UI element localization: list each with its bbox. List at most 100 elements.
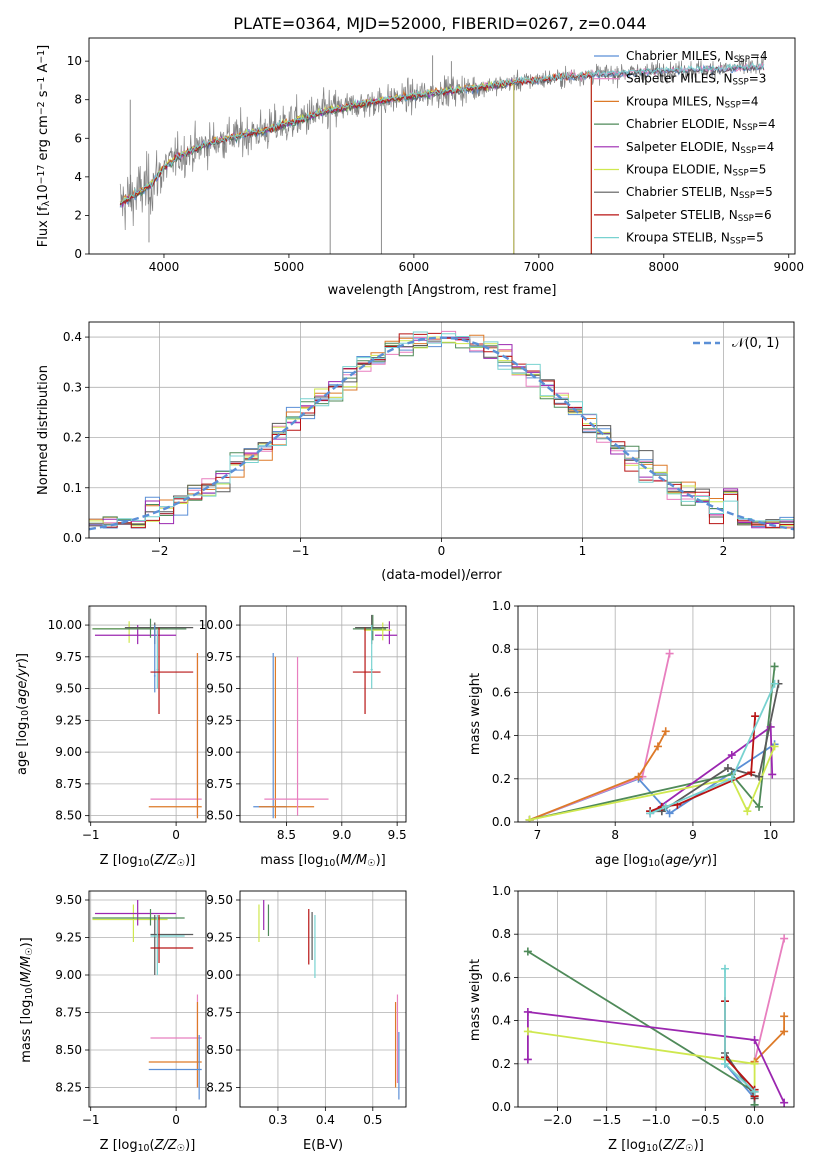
tick-label-x: 9.0 <box>332 828 351 842</box>
ticks: 8.5 9.0 9.5 8.50 8.75 9.00 9.25 9.50 9.75 10.00 <box>199 618 407 842</box>
tick-label-x: 7000 <box>524 260 555 274</box>
series-marker <box>755 802 764 811</box>
model-line-salpeter-stelib <box>119 72 592 254</box>
series-marker <box>523 1055 532 1064</box>
legend-entry: Chabrier STELIB, NSSP=5 <box>626 185 773 201</box>
series-marker <box>661 727 670 736</box>
tick-label-x: −2 <box>151 544 169 558</box>
series-marker <box>661 802 670 811</box>
series-marker <box>634 772 643 781</box>
ticks: 7 8 9 10 0.0 0.2 0.4 0.6 0.8 1.0 <box>492 599 778 842</box>
errorbar-point <box>150 627 194 714</box>
series-line-salpeter-miles <box>753 938 785 1062</box>
ticks: −2 −1 0 1 2 0.0 0.1 0.2 0.3 0.4 <box>63 330 727 558</box>
tick-label-x: −1 <box>82 828 100 842</box>
tick-label-x: 1 <box>579 544 587 558</box>
tick-label-x: −0.5 <box>691 1113 720 1127</box>
series-marker <box>768 770 777 779</box>
tick-label-x: 5000 <box>274 260 305 274</box>
model-line-kroupa-stelib <box>119 62 765 204</box>
tick-label-y: 1.0 <box>492 599 511 613</box>
tick-label-y: 8.75 <box>55 1006 82 1020</box>
tick-label-x: 8.5 <box>277 828 296 842</box>
plot-spectrum: 4000 5000 6000 7000 8000 9000 0 2 4 6 8 10 wavelengt… <box>36 37 804 298</box>
axes-frame <box>88 890 207 1108</box>
figure-title: PLATE=0364, MJD=52000, FIBERID=0267, z=0… <box>233 14 646 33</box>
series-marker <box>723 764 732 772</box>
tick-label-y: 0.2 <box>492 1057 511 1071</box>
series-marker <box>721 1059 729 1068</box>
tick-label-y: 0.6 <box>492 685 511 699</box>
errorbar-point <box>153 625 156 693</box>
x-axis-label: Z [log10(Z/Z☉)] <box>608 1138 704 1154</box>
plot-mass_vs_ebv: 0.3 0.4 0.5 8.25 8.50 8.75 9.00 9.25 9.50 E(B-V) <box>206 890 407 1153</box>
errorbar-point <box>94 625 177 645</box>
plot-content <box>523 934 789 1107</box>
tick-label-y: 0.2 <box>63 431 82 445</box>
plot-weight_vs_Z: −2.0 −1.5 −1.0 −0.5 0.0 0.0 0.2 0.4 0.6 0.8 1.0 Z [… <box>468 884 795 1154</box>
legend-entry: Salpeter MILES, NSSP=3 <box>626 72 766 88</box>
tick-label-y: 0.4 <box>492 729 511 743</box>
tick-label-y: 4 <box>74 170 82 184</box>
tick-label-x: −1.5 <box>592 1113 621 1127</box>
axes-frame <box>239 890 407 1108</box>
errorbar-point <box>94 900 177 926</box>
tick-label-y: 0 <box>74 247 82 261</box>
series-marker <box>665 649 674 658</box>
tick-label-y: 6 <box>74 131 82 145</box>
errorbar-point <box>148 1035 202 1100</box>
errorbar-point <box>352 627 381 714</box>
axes-frame <box>239 605 407 823</box>
y-axis-label: Normed distribution <box>36 365 51 495</box>
plot-mass_vs_Z: −1 0 8.25 8.50 8.75 9.00 9.25 9.50 Z [log10(Z/Z☉… <box>19 890 207 1154</box>
tick-label-x: −1 <box>82 1113 100 1127</box>
legend-entry: Chabrier MILES, NSSP=4 <box>626 49 768 65</box>
errorbar-point <box>264 656 329 816</box>
ticks: 0.3 0.4 0.5 8.25 8.50 8.75 9.00 9.25 9.50 <box>206 893 382 1127</box>
series-marker <box>523 1027 532 1036</box>
tick-label-x: −1.0 <box>641 1113 670 1127</box>
legend-entry: Salpeter ELODIE, NSSP=4 <box>626 140 774 156</box>
axes-frame <box>88 605 207 823</box>
series-marker <box>780 1012 789 1021</box>
tick-label-y: 8.50 <box>206 1043 233 1057</box>
series-marker <box>751 712 760 721</box>
tick-label-y: 9.25 <box>206 931 233 945</box>
legend-entry: Kroupa STELIB, NSSP=5 <box>626 231 764 247</box>
errorbar-point <box>148 653 202 819</box>
tick-label-y: 8.25 <box>55 1081 82 1095</box>
tick-label-y: 10.00 <box>48 618 82 632</box>
tick-label-y: 9.50 <box>206 893 233 907</box>
tick-label-y: 9.75 <box>206 650 233 664</box>
errorbar-point <box>150 915 185 975</box>
y-axis-label: Flux [fλ10−17 erg cm−2 s−1 A−1] <box>36 45 52 247</box>
plot-weight_vs_age: 7 8 9 10 0.0 0.2 0.4 0.6 0.8 1.0 age [log10(age/yr… <box>468 599 795 869</box>
tick-label-x: 4000 <box>149 260 180 274</box>
tick-label-x: −1 <box>292 544 310 558</box>
x-axis-label: age [log10(age/yr)] <box>595 853 717 869</box>
tick-label-y: 0.0 <box>63 531 82 545</box>
legend-entry: 𝒩(0, 1) <box>732 336 779 351</box>
series-line-kroupa-miles <box>529 730 667 821</box>
x-axis-label: (data-model)/error <box>381 568 502 583</box>
series-marker <box>523 1007 532 1016</box>
tick-label-y: 10 <box>67 54 82 68</box>
series-marker <box>743 807 752 816</box>
series-marker <box>727 774 736 783</box>
tick-label-x: 0.5 <box>363 1113 382 1127</box>
plot-content <box>258 900 400 1100</box>
ticks: −1 0 8.50 8.75 9.00 9.25 9.50 9.75 10.00 <box>48 618 180 842</box>
tick-label-y: 0.3 <box>63 380 82 394</box>
tick-label-y: 10.00 <box>199 618 233 632</box>
tick-label-y: 0.8 <box>492 927 511 941</box>
tick-label-y: 0.8 <box>492 642 511 656</box>
tick-label-y: 0.0 <box>492 815 511 829</box>
tick-label-y: 0.6 <box>492 970 511 984</box>
plot-content <box>92 618 202 819</box>
tick-label-y: 9.00 <box>206 968 233 982</box>
tick-label-x: 0.0 <box>745 1113 764 1127</box>
x-axis-label: Z [log10(Z/Z☉)] <box>100 853 196 869</box>
errorbar-point <box>92 618 187 638</box>
errorbar-point <box>156 630 159 689</box>
tick-label-y: 9.25 <box>55 931 82 945</box>
